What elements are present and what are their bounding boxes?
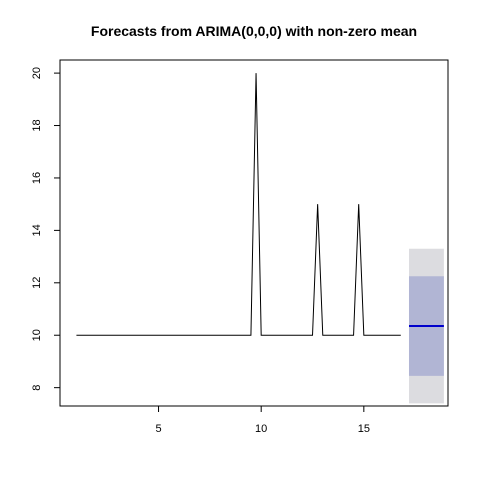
y-tick-label: 12	[31, 277, 43, 289]
y-tick-label: 20	[31, 67, 43, 79]
x-tick-label: 15	[358, 423, 370, 435]
y-tick-label: 18	[31, 119, 43, 131]
y-tick-label: 14	[31, 224, 43, 236]
chart-title: Forecasts from ARIMA(0,0,0) with non-zer…	[91, 23, 417, 39]
x-tick-label: 10	[255, 423, 267, 435]
x-tick-label: 5	[155, 423, 161, 435]
y-tick-label: 16	[31, 172, 43, 184]
y-tick-label: 10	[31, 329, 43, 341]
y-tick-label: 8	[31, 385, 43, 391]
